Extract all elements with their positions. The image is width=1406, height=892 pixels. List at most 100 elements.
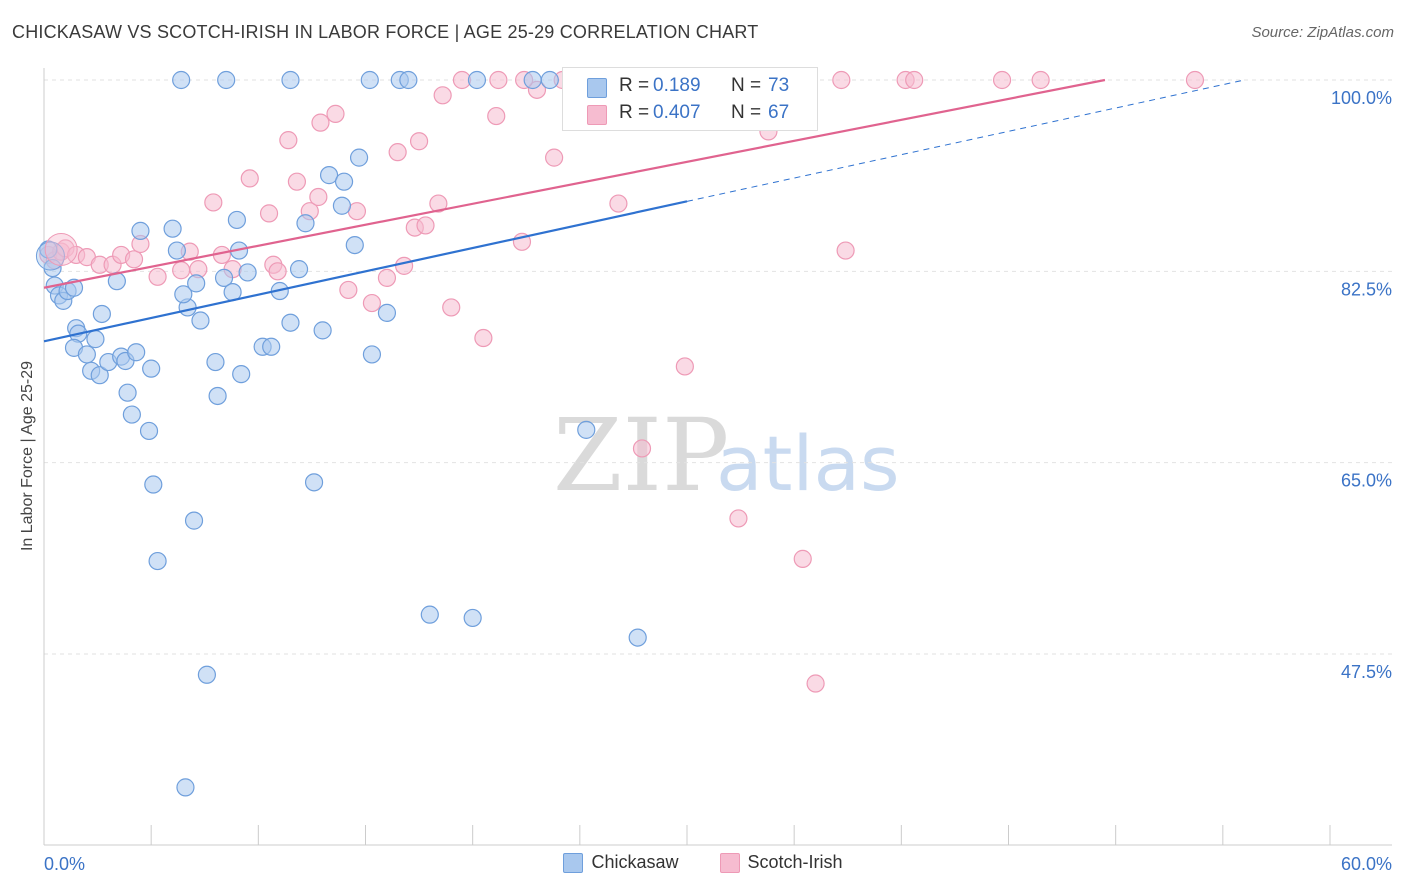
point-chickasaw	[187, 274, 206, 293]
point-chickasaw	[360, 70, 379, 90]
point-scotch-irish	[204, 193, 223, 212]
y-tick-label: 100.0%	[1331, 88, 1392, 108]
source-label: Source: ZipAtlas.com	[1251, 24, 1394, 41]
point-scotch-irish	[279, 131, 298, 150]
point-chickasaw	[197, 665, 216, 684]
point-chickasaw	[148, 551, 167, 571]
point-chickasaw	[577, 420, 596, 439]
trendline-extension-chickasaw	[686, 79, 1245, 202]
point-chickasaw	[540, 70, 559, 90]
point-scotch-irish	[442, 298, 461, 317]
bottom-legend: Chickasaw Scotch-Irish	[0, 852, 1406, 878]
point-scotch-irish	[1031, 70, 1050, 90]
point-chickasaw	[77, 345, 96, 364]
point-scotch-irish	[487, 106, 506, 126]
point-chickasaw	[345, 235, 364, 255]
point-scotch-irish	[394, 256, 414, 275]
legend-r-label: R =	[619, 102, 650, 123]
point-chickasaw	[319, 166, 339, 185]
point-chickasaw	[176, 778, 195, 797]
point-chickasaw	[191, 311, 210, 330]
point-scotch-irish	[489, 70, 508, 90]
point-scotch-irish	[545, 148, 564, 167]
point-chickasaw	[163, 219, 182, 238]
point-scotch-irish	[377, 268, 397, 287]
point-chickasaw	[281, 313, 300, 332]
bottom-legend-swatch-scotch-irish	[719, 852, 740, 873]
point-scotch-irish	[832, 70, 851, 90]
point-scotch-irish	[362, 293, 382, 313]
point-scotch-irish	[309, 187, 328, 207]
point-chickasaw	[174, 285, 193, 304]
point-chickasaw	[523, 70, 542, 90]
chart-title: CHICKASAW VS SCOTCH-IRISH IN LABOR FORCE…	[12, 22, 759, 42]
point-chickasaw	[362, 345, 382, 364]
legend-r-label: R =	[619, 75, 650, 96]
point-chickasaw	[39, 240, 58, 259]
point-chickasaw	[214, 268, 234, 287]
point-chickasaw	[122, 405, 141, 424]
point-chickasaw	[349, 148, 369, 167]
y-tick-label: 82.5%	[1341, 279, 1392, 299]
point-chickasaw	[227, 210, 246, 230]
point-scotch-irish	[388, 143, 407, 162]
point-scotch-irish	[416, 216, 435, 235]
point-chickasaw	[144, 475, 163, 494]
point-chickasaw	[206, 352, 225, 372]
watermark-atlas: atlas	[716, 419, 900, 508]
point-scotch-irish	[339, 280, 358, 300]
point-scotch-irish	[793, 549, 812, 568]
trendline-scotch-irish	[43, 78, 1106, 289]
point-chickasaw	[377, 303, 397, 322]
legend-r-value: 0.407	[653, 102, 701, 123]
legend-row-scotch-irish: R = 0.407 N = 67	[563, 99, 817, 129]
legend-r-value: 0.189	[653, 75, 701, 96]
point-scotch-irish	[287, 172, 307, 191]
bottom-legend-label-chickasaw: Chickasaw	[591, 852, 679, 872]
point-chickasaw	[139, 421, 159, 441]
point-chickasaw	[463, 608, 482, 628]
point-chickasaw	[420, 605, 439, 624]
point-chickasaw	[289, 260, 309, 279]
trendline-chickasaw	[43, 200, 688, 343]
point-scotch-irish	[675, 357, 694, 376]
point-scotch-irish	[148, 267, 167, 286]
point-chickasaw	[90, 366, 109, 385]
point-chickasaw	[304, 473, 324, 492]
point-scotch-irish	[632, 439, 652, 458]
point-chickasaw	[217, 70, 236, 90]
point-chickasaw	[127, 343, 146, 362]
point-chickasaw	[232, 365, 251, 384]
point-chickasaw	[296, 214, 315, 233]
point-scotch-irish	[429, 194, 448, 213]
point-chickasaw	[238, 263, 257, 282]
point-chickasaw	[281, 70, 300, 90]
point-chickasaw	[628, 628, 647, 647]
point-scotch-irish	[433, 86, 452, 105]
legend-box: R = 0.189 N = 73 R = 0.407 N = 67	[562, 67, 818, 131]
legend-swatch-chickasaw	[587, 78, 607, 98]
point-scotch-irish	[836, 241, 855, 260]
point-chickasaw	[172, 70, 191, 90]
point-chickasaw	[208, 386, 227, 406]
point-chickasaw	[262, 337, 281, 356]
point-scotch-irish	[124, 250, 144, 269]
point-chickasaw	[184, 511, 204, 530]
point-scotch-irish	[268, 262, 287, 281]
point-chickasaw	[467, 70, 487, 90]
point-chickasaw	[142, 359, 161, 378]
point-scotch-irish	[729, 509, 748, 528]
bottom-legend-label-scotch-irish: Scotch-Irish	[747, 852, 843, 872]
point-chickasaw	[399, 70, 418, 90]
point-scotch-irish-cluster	[44, 232, 78, 266]
legend-n-label: N =	[731, 102, 762, 123]
point-scotch-irish	[905, 70, 924, 90]
point-chickasaw	[131, 221, 150, 240]
y-tick-label: 65.0%	[1341, 471, 1392, 491]
legend-swatch-scotch-irish	[587, 105, 607, 125]
point-scotch-irish	[992, 70, 1012, 90]
point-scotch-irish	[259, 204, 279, 223]
point-chickasaw	[334, 172, 354, 191]
point-chickasaw	[118, 383, 137, 402]
